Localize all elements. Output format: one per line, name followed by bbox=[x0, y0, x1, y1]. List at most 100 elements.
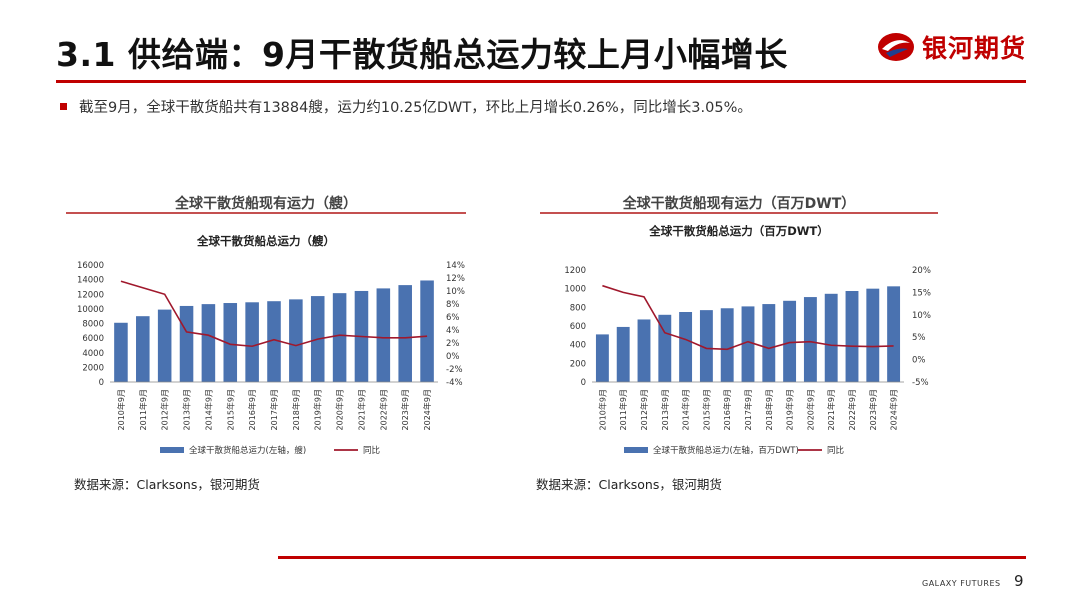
left-axis-tick: 0 bbox=[99, 378, 104, 388]
left-axis-tick: 400 bbox=[570, 341, 586, 351]
panel-divider-right bbox=[540, 212, 938, 214]
capacity-bar bbox=[201, 304, 216, 382]
chart-dwt-capacity: 全球干散货船总运力（百万DWT） 0 200 400 600 800 1000 1200 -5%… bbox=[564, 224, 931, 456]
right-axis-tick: -5% bbox=[912, 378, 929, 388]
right-axis-tick: 20% bbox=[912, 266, 931, 276]
x-axis-tick: 2023年9月 bbox=[400, 389, 410, 430]
footer-brand: GALAXY FUTURES bbox=[922, 579, 1001, 588]
x-axis-tick: 2020年9月 bbox=[335, 389, 345, 430]
capacity-bar bbox=[595, 334, 609, 382]
capacity-bar bbox=[866, 288, 880, 382]
summary-bullet: 截至9月，全球干散货船共有13884艘，运力约10.25亿DWT，环比上月增长0… bbox=[60, 96, 752, 117]
x-axis-tick: 2024年9月 bbox=[889, 389, 899, 430]
capacity-bar bbox=[783, 300, 797, 382]
legend-line-label: 同比 bbox=[827, 445, 844, 456]
capacity-bar bbox=[845, 291, 859, 382]
right-axis-tick: -2% bbox=[446, 365, 463, 375]
x-axis-tick: 2011年9月 bbox=[138, 389, 148, 430]
left-axis-tick: 8000 bbox=[82, 320, 104, 330]
x-axis-tick: 2018年9月 bbox=[291, 389, 301, 430]
x-axis-tick: 2014年9月 bbox=[203, 389, 213, 430]
left-axis-tick: 6000 bbox=[82, 334, 104, 344]
left-axis-tick: 10000 bbox=[77, 305, 104, 315]
capacity-bar bbox=[637, 319, 651, 382]
capacity-bar bbox=[289, 299, 303, 382]
page-number: 9 bbox=[1014, 572, 1024, 590]
capacity-bar bbox=[887, 286, 901, 382]
legend-bar-label: 全球干散货船总运力(左轴，百万DWT) bbox=[653, 445, 799, 456]
left-axis-tick: 600 bbox=[570, 322, 586, 332]
right-axis-tick: 15% bbox=[912, 288, 931, 298]
legend-bar-swatch bbox=[624, 447, 648, 453]
x-axis-tick: 2021年9月 bbox=[356, 389, 366, 430]
x-axis-tick: 2023年9月 bbox=[868, 389, 878, 430]
x-axis-tick: 2017年9月 bbox=[269, 389, 279, 430]
right-axis-tick: 0% bbox=[446, 352, 460, 362]
capacity-bar bbox=[136, 316, 150, 382]
footer-divider bbox=[278, 556, 1026, 559]
galaxy-logo-icon bbox=[878, 33, 914, 61]
x-axis-tick: 2019年9月 bbox=[785, 389, 795, 430]
left-axis-tick: 12000 bbox=[77, 290, 104, 300]
source-note-left: 数据来源：Clarksons，银河期货 bbox=[74, 477, 260, 492]
x-axis-tick: 2016年9月 bbox=[722, 389, 732, 430]
right-axis-tick: 12% bbox=[446, 274, 465, 284]
yoy-line bbox=[602, 284, 894, 351]
capacity-bar bbox=[741, 306, 755, 382]
capacity-bar bbox=[179, 305, 194, 382]
chart-title: 全球干散货船总运力（百万DWT） bbox=[648, 224, 829, 238]
chart-vessel-count: 全球干散货船总运力（艘） 0 2000 4000 6000 8000 10000 12000 1… bbox=[77, 234, 465, 456]
x-axis-tick: 2010年9月 bbox=[597, 389, 607, 430]
left-axis-tick: 1000 bbox=[564, 285, 586, 295]
panel-title-right: 全球干散货船现有运力（百万DWT） bbox=[622, 196, 856, 212]
right-axis-tick: 8% bbox=[446, 300, 460, 310]
capacity-bar bbox=[762, 304, 776, 382]
x-axis-tick: 2012年9月 bbox=[639, 389, 649, 430]
capacity-bar bbox=[658, 314, 672, 382]
x-axis-tick: 2012年9月 bbox=[160, 389, 170, 430]
capacity-bar bbox=[398, 285, 412, 382]
left-axis-tick: 0 bbox=[581, 378, 586, 388]
legend-line-label: 同比 bbox=[363, 445, 380, 456]
right-axis-tick: -4% bbox=[446, 378, 463, 388]
right-axis-tick: 14% bbox=[446, 261, 465, 271]
title-divider bbox=[56, 80, 1026, 83]
right-axis-tick: 4% bbox=[446, 326, 460, 336]
x-axis-tick: 2015年9月 bbox=[225, 389, 235, 430]
capacity-bar bbox=[114, 322, 128, 382]
right-axis-tick: 10% bbox=[446, 287, 465, 297]
right-axis-tick: 6% bbox=[446, 313, 460, 323]
capacity-bar bbox=[720, 308, 734, 382]
x-axis-tick: 2013年9月 bbox=[182, 389, 192, 430]
left-axis-tick: 16000 bbox=[77, 261, 104, 271]
right-axis-tick: 2% bbox=[446, 339, 460, 349]
x-axis-tick: 2021年9月 bbox=[826, 389, 836, 430]
x-axis-tick: 2014年9月 bbox=[681, 389, 691, 430]
x-axis-tick: 2015年9月 bbox=[701, 389, 711, 430]
capacity-bar bbox=[245, 302, 259, 382]
x-axis-tick: 2011年9月 bbox=[618, 389, 628, 430]
source-note-right: 数据来源：Clarksons，银河期货 bbox=[536, 477, 722, 492]
right-axis-tick: 5% bbox=[912, 333, 926, 343]
left-axis-tick: 2000 bbox=[82, 363, 104, 373]
legend-bar-label: 全球干散货船总运力(左轴，艘) bbox=[189, 445, 306, 456]
bullet-square-icon bbox=[60, 103, 67, 110]
capacity-bar bbox=[803, 297, 817, 382]
x-axis-tick: 2018年9月 bbox=[764, 389, 774, 430]
right-axis-tick: 10% bbox=[912, 311, 931, 321]
capacity-bar bbox=[157, 309, 172, 382]
x-axis-tick: 2016年9月 bbox=[247, 389, 257, 430]
legend-bar-swatch bbox=[160, 447, 184, 453]
capacity-bar bbox=[616, 326, 630, 382]
x-axis-tick: 2010年9月 bbox=[116, 389, 126, 430]
company-logo: 银河期货 bbox=[876, 29, 1026, 65]
capacity-bar bbox=[332, 293, 347, 382]
left-axis-tick: 4000 bbox=[82, 349, 104, 359]
page-title: 3.1 供给端：9月干散货船总运力较上月小幅增长 bbox=[56, 35, 788, 74]
left-axis-tick: 200 bbox=[570, 359, 586, 369]
x-axis-tick: 2022年9月 bbox=[378, 389, 388, 430]
left-axis-tick: 14000 bbox=[77, 276, 104, 286]
x-axis-tick: 2013年9月 bbox=[660, 389, 670, 430]
logo-text: 银河期货 bbox=[922, 34, 1027, 63]
capacity-bar bbox=[679, 312, 693, 382]
